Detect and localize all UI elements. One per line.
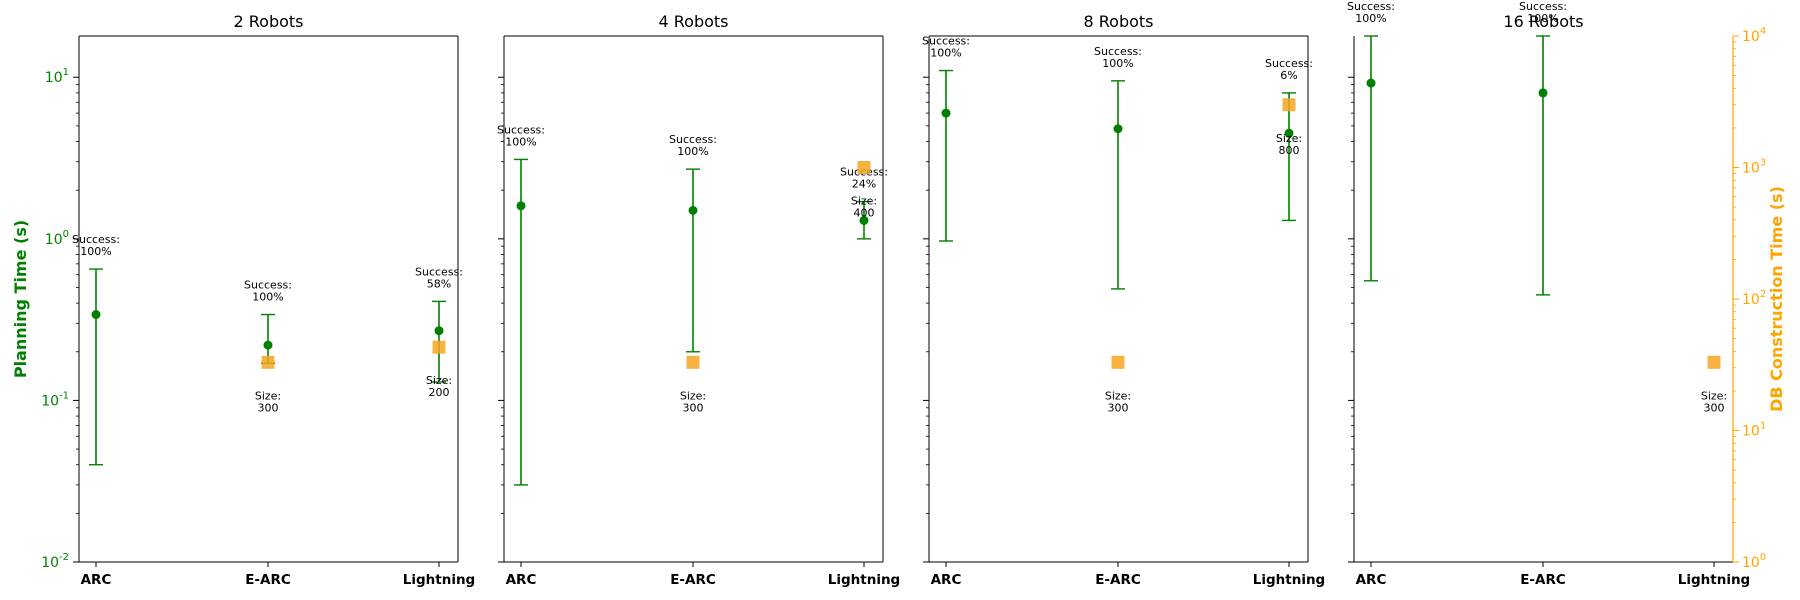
left-axis-title: Planning Time (s) bbox=[11, 220, 30, 378]
planning-errorbar bbox=[89, 268, 103, 466]
x-tick-label: E-ARC bbox=[1095, 572, 1141, 588]
size-value: 300 bbox=[1108, 401, 1129, 414]
panel-title: 2 Robots bbox=[233, 12, 303, 31]
size-label: Size: bbox=[680, 389, 706, 402]
success-value: 100% bbox=[80, 245, 111, 258]
planning-errorbar bbox=[514, 158, 528, 486]
size-value: 300 bbox=[683, 401, 704, 414]
planning-mean-point bbox=[1284, 128, 1294, 138]
success-label: Success: bbox=[244, 279, 292, 292]
size-value: 300 bbox=[1704, 401, 1725, 414]
x-tick-label: E-ARC bbox=[670, 572, 716, 588]
right-tick-label: 102 bbox=[1742, 289, 1766, 308]
x-tick-label: E-ARC bbox=[1520, 572, 1566, 588]
left-tick-label: 101 bbox=[45, 67, 69, 86]
planning-mean-point bbox=[941, 108, 951, 118]
planning-mean-point bbox=[1538, 88, 1548, 98]
planning-errorbar bbox=[939, 69, 953, 242]
success-label: Success: bbox=[72, 233, 120, 246]
right-tick-label: 104 bbox=[1742, 26, 1766, 45]
x-tick-label: Lightning bbox=[1253, 572, 1325, 588]
x-tick-label: ARC bbox=[506, 572, 537, 588]
db-marker bbox=[1282, 98, 1296, 112]
planning-mean-point bbox=[516, 201, 526, 211]
success-label: Success: bbox=[922, 35, 970, 48]
right-axis-title: DB Construction Time (s) bbox=[1767, 186, 1786, 412]
success-value: 100% bbox=[252, 291, 283, 304]
planning-errorbar bbox=[1364, 35, 1378, 282]
planning-mean-point bbox=[434, 326, 444, 336]
size-label: Size: bbox=[851, 195, 877, 208]
success-label: Success: bbox=[1519, 0, 1567, 13]
success-label: Success: bbox=[497, 123, 545, 136]
right-tick-label: 101 bbox=[1742, 421, 1766, 440]
x-tick-label: ARC bbox=[81, 572, 112, 588]
x-tick-label: Lightning bbox=[828, 572, 900, 588]
planning-mean-point bbox=[263, 340, 273, 350]
x-tick-label: ARC bbox=[931, 572, 962, 588]
success-value: 100% bbox=[1102, 57, 1133, 70]
planning-mean-point bbox=[688, 205, 698, 215]
success-label: Success: bbox=[669, 133, 717, 146]
size-value: 800 bbox=[1279, 144, 1300, 157]
size-label: Size: bbox=[426, 374, 452, 387]
db-marker bbox=[432, 340, 446, 354]
panel-title: 4 Robots bbox=[658, 12, 728, 31]
planning-mean-point bbox=[1113, 124, 1123, 134]
success-value: 100% bbox=[1527, 12, 1558, 25]
size-label: Size: bbox=[1105, 389, 1131, 402]
size-value: 300 bbox=[258, 401, 279, 414]
success-value: 100% bbox=[930, 47, 961, 60]
x-tick-label: Lightning bbox=[1678, 572, 1750, 588]
db-marker bbox=[857, 161, 871, 174]
size-label: Size: bbox=[1701, 389, 1727, 402]
planning-errorbar bbox=[857, 200, 871, 240]
planning-mean-point bbox=[859, 215, 869, 225]
size-value: 400 bbox=[854, 207, 875, 220]
db-marker bbox=[1707, 355, 1721, 369]
success-label: Success: bbox=[1347, 0, 1395, 13]
success-value: 6% bbox=[1280, 69, 1297, 82]
size-label: Size: bbox=[1276, 132, 1302, 145]
db-marker bbox=[1111, 355, 1125, 369]
planning-errorbar bbox=[1111, 80, 1125, 290]
success-value: 100% bbox=[677, 145, 708, 158]
success-label: Success: bbox=[415, 265, 463, 278]
left-tick-label: 10-2 bbox=[41, 552, 69, 571]
left-tick-label: 100 bbox=[45, 229, 69, 248]
right-tick-label: 100 bbox=[1742, 552, 1766, 571]
planning-mean-point bbox=[91, 310, 101, 320]
db-marker bbox=[686, 355, 700, 369]
x-tick-label: Lightning bbox=[403, 572, 475, 588]
planning-mean-point bbox=[1366, 78, 1376, 88]
x-tick-label: ARC bbox=[1356, 572, 1387, 588]
planning-errorbar bbox=[686, 168, 700, 353]
size-label: Size: bbox=[255, 389, 281, 402]
success-value: 24% bbox=[852, 178, 876, 191]
x-tick-label: E-ARC bbox=[245, 572, 291, 588]
success-label: Success: bbox=[1265, 57, 1313, 70]
planning-errorbar bbox=[1536, 35, 1550, 296]
planning-errorbar bbox=[1282, 92, 1296, 222]
right-tick-label: 103 bbox=[1742, 158, 1766, 177]
size-value: 200 bbox=[429, 386, 450, 399]
panel-title: 16 Robots bbox=[1503, 12, 1583, 31]
panel-title: 8 Robots bbox=[1083, 12, 1153, 31]
success-value: 58% bbox=[427, 277, 451, 290]
left-tick-label: 10-1 bbox=[41, 390, 69, 409]
axes-layer: 10-2 10-1 100 101 Planning Time (s) 100 101 102… bbox=[11, 26, 1786, 571]
success-value: 100% bbox=[505, 135, 536, 148]
success-value: 100% bbox=[1355, 12, 1386, 25]
db-marker bbox=[261, 355, 275, 369]
success-label: Success: bbox=[1094, 45, 1142, 58]
